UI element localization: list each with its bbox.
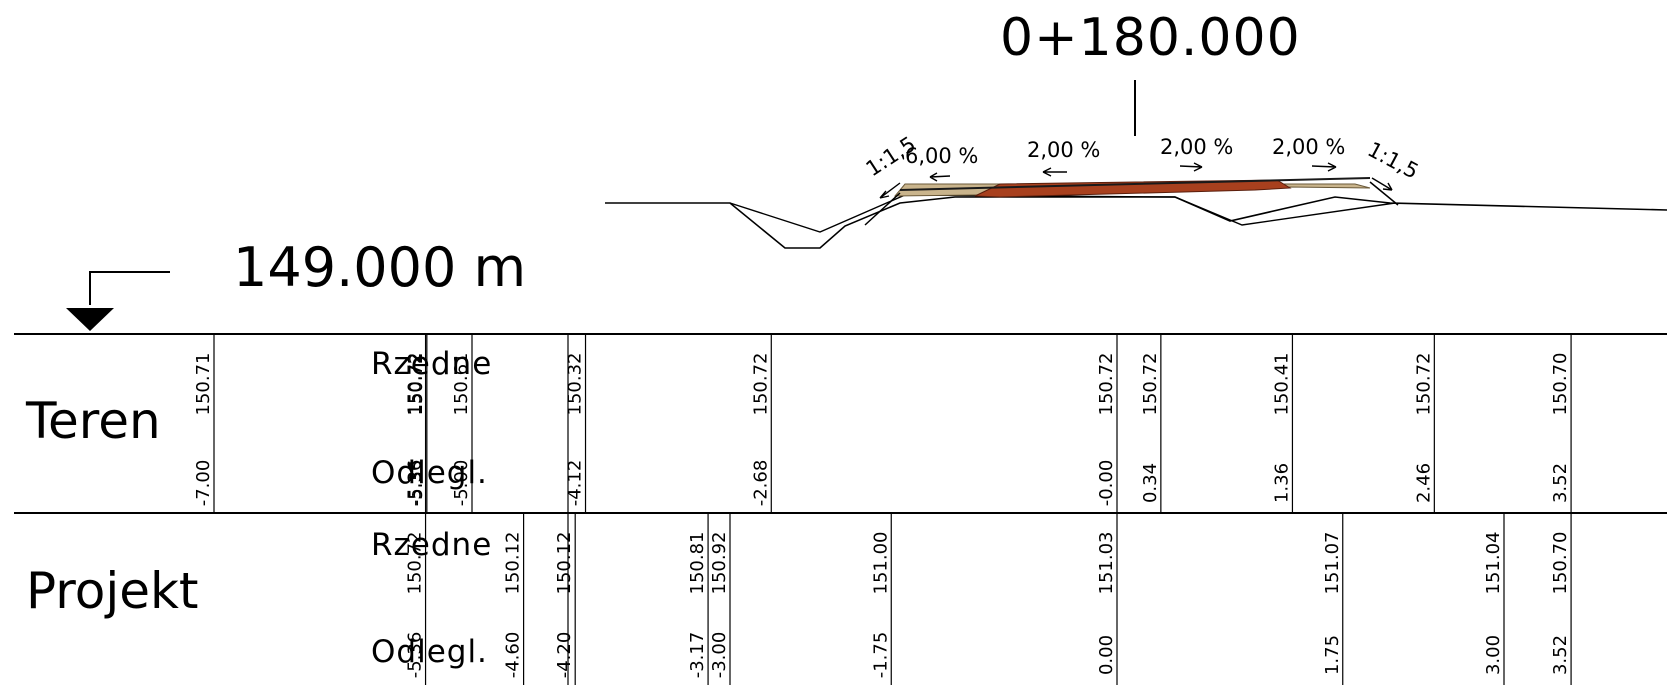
teren-distance-value: -7.00: [193, 460, 214, 507]
teren-distance-value: -4.12: [565, 460, 586, 507]
teren-distance-value: -5.35: [406, 460, 427, 507]
left-inner-slope-label: 2,00 %: [1027, 138, 1100, 162]
projekt-elevation-value: 150.70: [1550, 532, 1571, 595]
section-name-teren: Teren: [26, 392, 161, 450]
teren-distance-value: -2.68: [750, 460, 771, 507]
teren-elevation-value: 150.41: [1271, 353, 1292, 416]
teren-distance-value: -5.00: [451, 460, 472, 507]
teren-elevation-value: 150.71: [193, 353, 214, 416]
projekt-distance-row-label: Odlegl.: [371, 634, 488, 670]
section-name-projekt: Projekt: [26, 562, 199, 620]
left-far-slope-label: 6,00 %: [905, 144, 978, 168]
teren-elevation-value: 150.72: [1140, 353, 1161, 416]
teren-distance-value: 1.36: [1271, 463, 1292, 503]
pavement-surface-line: [899, 177, 1371, 191]
reference-level-label: 149.000 m: [233, 236, 527, 299]
pavement-top-layer: [974, 179, 1292, 198]
teren-elevation-value: 150.72: [1413, 353, 1434, 416]
teren-distance-value: 0.34: [1140, 463, 1161, 503]
teren-columns: 150.71 -7.00 150.72 -5.36 150.72 -5.35 150.61 -…: [193, 334, 1572, 513]
projekt-elevation-value: 151.07: [1322, 532, 1343, 595]
right-ratio-arrow: [1371, 177, 1393, 191]
projekt-distance-value: -3.00: [709, 632, 730, 679]
projekt-elevation-value: 150.72: [405, 532, 426, 595]
projekt-elevation-value: 151.03: [1096, 532, 1117, 595]
projekt-elevation-value: 150.12: [554, 532, 575, 595]
projekt-distance-value: 3.52: [1550, 635, 1571, 675]
projekt-distance-value: -5.36: [405, 632, 426, 679]
teren-elevation-row-label: Rzedne: [371, 346, 493, 382]
left-ratio-arrow: [879, 182, 901, 199]
teren-distance-value: 2.46: [1413, 463, 1434, 503]
teren-elevation-value: 150.70: [1550, 353, 1571, 416]
right-inner-slope-arrow: [1179, 162, 1203, 172]
right-inner-slope-label: 2,00 %: [1160, 135, 1233, 159]
left-far-slope-arrow: [929, 172, 951, 182]
projekt-distance-value: 3.00: [1483, 635, 1504, 675]
teren-distance-value: -0.00: [1096, 460, 1117, 507]
design-subgrade-line: [729, 194, 1396, 233]
teren-distance-value: 3.52: [1550, 463, 1571, 503]
right-far-slope-label: 2,00 %: [1272, 135, 1345, 159]
teren-distance-row-label: Odlegl.: [371, 455, 488, 491]
existing-ground-line: [605, 196, 1667, 249]
projekt-elevation-value: 150.92: [709, 532, 730, 595]
projekt-elevation-value: 150.81: [687, 532, 708, 595]
teren-elevation-value: 150.72: [405, 353, 426, 416]
projekt-distance-value: 1.75: [1322, 635, 1343, 675]
projekt-distance-value: 0.00: [1096, 635, 1117, 675]
projekt-columns: 150.72 -5.36 150.12 -4.60 150.12 -4.20 150.81 -…: [405, 513, 1572, 685]
teren-distance-value: -5.36: [405, 460, 426, 507]
projekt-elevation-value: 151.00: [870, 532, 891, 595]
teren-elevation-value: 150.72: [406, 353, 427, 416]
teren-elevation-value: 150.72: [1096, 353, 1117, 416]
projekt-distance-value: -4.60: [503, 632, 524, 679]
teren-elevation-value: 150.61: [451, 353, 472, 416]
projekt-elevation-value: 151.04: [1483, 532, 1504, 595]
projekt-elevation-value: 150.12: [503, 532, 524, 595]
left-side-slope: [864, 192, 901, 226]
projekt-elevation-row-label: Rzedne: [371, 527, 493, 563]
station-label: 0+180.000: [1000, 8, 1301, 68]
left-inner-slope-arrow: [1042, 167, 1067, 177]
projekt-distance-value: -3.17: [687, 632, 708, 679]
right-side-slope: [1369, 181, 1399, 206]
projekt-distance-value: -1.75: [870, 632, 891, 679]
teren-elevation-value: 150.32: [565, 353, 586, 416]
right-ratio-label: 1:1,5: [1364, 137, 1423, 183]
reference-level-marker: [66, 271, 170, 331]
teren-elevation-value: 150.72: [750, 353, 771, 416]
projekt-distance-value: -4.20: [554, 632, 575, 679]
right-far-slope-arrow: [1311, 162, 1337, 172]
